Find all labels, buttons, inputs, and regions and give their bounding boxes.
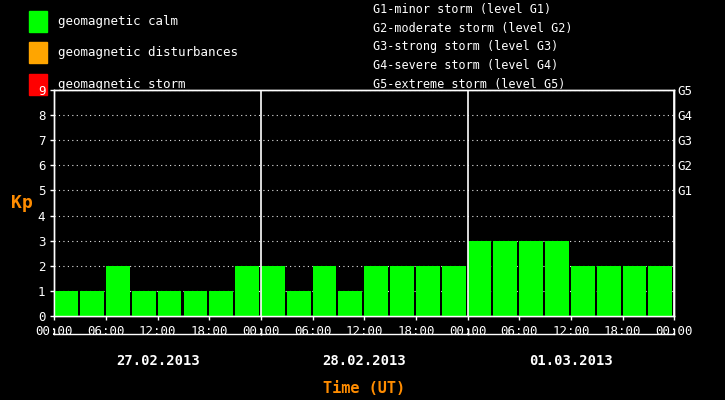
- Bar: [261, 266, 285, 316]
- Bar: [519, 241, 543, 316]
- Bar: [648, 266, 672, 316]
- Bar: [545, 241, 569, 316]
- Bar: [54, 291, 78, 316]
- Bar: [442, 266, 465, 316]
- Bar: [29, 42, 47, 63]
- Bar: [390, 266, 414, 316]
- Text: geomagnetic storm: geomagnetic storm: [58, 78, 186, 91]
- Bar: [364, 266, 388, 316]
- Bar: [157, 291, 181, 316]
- Text: G4-severe storm (level G4): G4-severe storm (level G4): [373, 59, 559, 72]
- Text: 28.02.2013: 28.02.2013: [323, 354, 406, 368]
- Bar: [210, 291, 233, 316]
- Bar: [623, 266, 647, 316]
- Text: G1-minor storm (level G1): G1-minor storm (level G1): [373, 3, 552, 16]
- Bar: [29, 74, 47, 95]
- Bar: [235, 266, 259, 316]
- Text: G3-strong storm (level G3): G3-strong storm (level G3): [373, 40, 559, 53]
- Text: 27.02.2013: 27.02.2013: [116, 354, 199, 368]
- Text: 01.03.2013: 01.03.2013: [529, 354, 613, 368]
- Bar: [339, 291, 362, 316]
- Text: G5-extreme storm (level G5): G5-extreme storm (level G5): [373, 78, 566, 91]
- Bar: [571, 266, 594, 316]
- Bar: [416, 266, 440, 316]
- Bar: [106, 266, 130, 316]
- Text: geomagnetic disturbances: geomagnetic disturbances: [58, 46, 238, 59]
- Bar: [183, 291, 207, 316]
- Bar: [494, 241, 517, 316]
- Bar: [80, 291, 104, 316]
- Bar: [287, 291, 310, 316]
- Text: Kp: Kp: [11, 194, 33, 212]
- Bar: [29, 10, 47, 32]
- Text: geomagnetic calm: geomagnetic calm: [58, 15, 178, 28]
- Text: Time (UT): Time (UT): [323, 381, 405, 396]
- Bar: [132, 291, 156, 316]
- Text: G2-moderate storm (level G2): G2-moderate storm (level G2): [373, 22, 573, 35]
- Bar: [312, 266, 336, 316]
- Bar: [468, 241, 492, 316]
- Bar: [597, 266, 621, 316]
